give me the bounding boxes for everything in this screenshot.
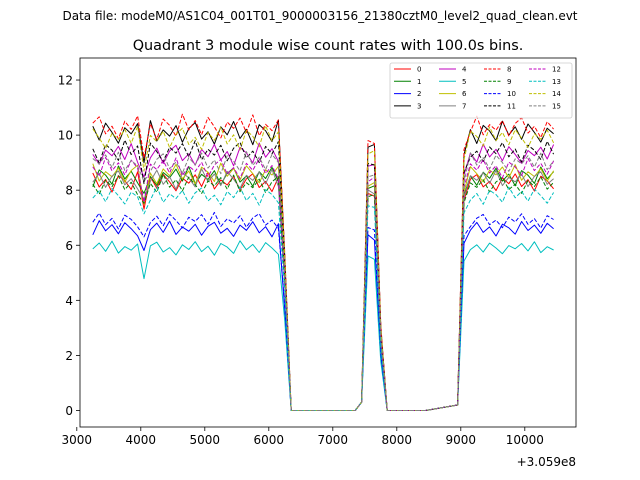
y-tick-label: 10 <box>58 129 73 143</box>
x-tick-label: 8000 <box>382 433 413 447</box>
legend-label-7: 7 <box>462 102 466 110</box>
legend-label-9: 9 <box>507 78 511 86</box>
legend-label-3: 3 <box>417 102 421 110</box>
x-tick-label: 4000 <box>126 433 157 447</box>
legend-label-6: 6 <box>462 90 467 98</box>
chart-title: Quadrant 3 module wise count rates with … <box>133 38 524 54</box>
x-tick-label: 7000 <box>318 433 349 447</box>
legend-label-4: 4 <box>462 66 467 74</box>
y-tick-label: 12 <box>58 74 73 88</box>
legend-label-14: 14 <box>552 90 561 98</box>
legend-label-0: 0 <box>417 66 421 74</box>
x-tick-label: 10000 <box>506 433 544 447</box>
plot-area <box>92 113 555 411</box>
suptitle: Data file: modeM0/AS1C04_001T01_90000031… <box>62 9 577 23</box>
axis-ticks: 3000 4000 5000 6000 7000 8000 9000 10000 0 2 4 6 8 10… <box>58 74 544 447</box>
legend-label-8: 8 <box>507 66 511 74</box>
x-tick-label: 3000 <box>62 433 93 447</box>
y-tick-label: 2 <box>65 349 73 363</box>
y-tick-label: 0 <box>65 404 73 418</box>
y-tick-label: 6 <box>65 239 73 253</box>
series-line-14 <box>92 125 555 411</box>
legend-label-11: 11 <box>507 102 516 110</box>
legend-label-1: 1 <box>417 78 421 86</box>
x-offset-label: +3.059e8 <box>517 455 576 469</box>
series-line-12 <box>92 156 555 411</box>
legend-label-15: 15 <box>552 102 561 110</box>
legend-label-12: 12 <box>552 66 561 74</box>
legend-label-2: 2 <box>417 90 421 98</box>
x-tick-label: 5000 <box>190 433 221 447</box>
legend-box <box>389 62 573 119</box>
legend-label-5: 5 <box>462 78 466 86</box>
series-line-15 <box>92 151 555 411</box>
legend-label-13: 13 <box>552 78 561 86</box>
x-tick-label: 6000 <box>254 433 285 447</box>
y-tick-label: 8 <box>65 184 73 198</box>
axes-frame <box>79 57 577 428</box>
legend-label-10: 10 <box>507 90 516 98</box>
y-tick-label: 4 <box>65 294 73 308</box>
x-tick-label: 9000 <box>446 433 477 447</box>
